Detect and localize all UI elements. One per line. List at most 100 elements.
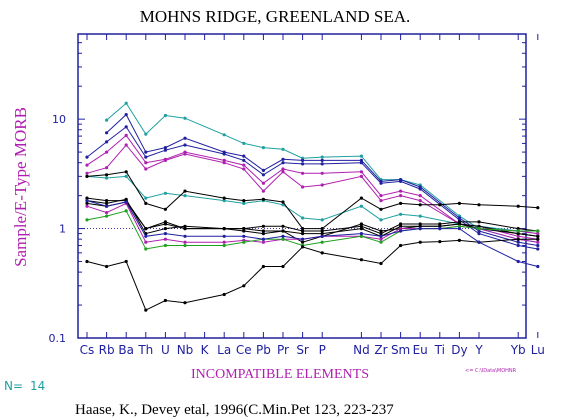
data-point [536, 206, 540, 210]
data-point [85, 204, 89, 208]
data-point [516, 204, 520, 208]
data-point [379, 199, 383, 203]
x-tick-label-y: Y [474, 343, 483, 357]
data-point [261, 181, 265, 185]
data-point [183, 189, 187, 193]
data-point [124, 259, 128, 264]
data-point [281, 161, 285, 165]
data-point [320, 171, 324, 175]
data-point [418, 187, 422, 191]
y-axis-label: Sample/E-Type MORB [11, 107, 30, 267]
y-tick-label: 1 [59, 223, 66, 236]
data-point [301, 237, 305, 241]
data-point [536, 264, 540, 269]
x-tick-label-nd: Nd [353, 343, 370, 357]
data-point [379, 234, 383, 238]
data-point [163, 232, 167, 236]
data-point [399, 194, 403, 198]
x-tick-label-th: Th [137, 343, 153, 357]
data-point [261, 240, 265, 244]
data-point [144, 227, 148, 231]
data-point [242, 227, 246, 231]
data-point [124, 197, 128, 201]
series-line [86, 171, 538, 230]
x-tick-label-yb: Yb [510, 343, 526, 357]
data-point [399, 224, 403, 228]
x-tick-label-nb: Nb [177, 343, 194, 357]
data-point [320, 251, 324, 255]
data-point [320, 240, 324, 244]
x-tick-label-rb: Rb [99, 343, 115, 357]
data-point [183, 227, 187, 231]
series-group [85, 101, 540, 312]
data-point [418, 199, 422, 203]
data-point [281, 234, 285, 238]
data-point [222, 292, 226, 297]
series-line [86, 134, 538, 243]
data-point [183, 152, 187, 156]
data-point [163, 237, 167, 241]
data-point [418, 194, 422, 198]
data-point [222, 243, 226, 248]
data-point [105, 201, 109, 205]
data-point [261, 264, 265, 269]
data-point [222, 133, 226, 137]
data-point [359, 170, 363, 174]
data-point [242, 154, 246, 158]
data-point [320, 234, 324, 238]
data-point [281, 264, 285, 269]
x-tick-label-la: La [217, 343, 231, 357]
data-point [183, 234, 187, 238]
data-point [261, 197, 265, 201]
data-point [359, 161, 363, 165]
y-tick-label: 0.1 [49, 332, 67, 345]
data-point [261, 168, 265, 172]
x-tick-label-sr: Sr [296, 343, 309, 357]
data-point [536, 229, 540, 233]
data-point [399, 229, 403, 233]
data-point [144, 247, 148, 251]
data-point [281, 170, 285, 174]
data-point [457, 224, 461, 228]
y-axis-ticks: 0.1 1 10 [49, 33, 526, 345]
data-point [477, 232, 481, 236]
data-point [242, 284, 246, 288]
data-point [242, 167, 246, 171]
data-point [85, 201, 89, 205]
x-tick-label-eu: Eu [413, 343, 428, 357]
data-point [301, 232, 305, 236]
data-point [242, 201, 246, 205]
data-point [536, 232, 540, 236]
data-point [516, 259, 520, 264]
data-point [359, 196, 363, 200]
data-point [438, 222, 442, 226]
chart-title: MOHNS RIDGE, GREENLAND SEA. [140, 7, 411, 26]
data-point [261, 237, 265, 241]
data-point [85, 174, 89, 178]
data-point [359, 154, 363, 158]
data-point [183, 301, 187, 305]
data-point [320, 229, 324, 233]
data-point [516, 227, 520, 231]
plot-frame [77, 33, 527, 339]
x-tick-label-p: P [319, 343, 326, 357]
data-point [359, 232, 363, 236]
data-point [438, 203, 442, 207]
data-point [85, 171, 89, 175]
data-point [457, 201, 461, 205]
sample-count-value: 14 [30, 379, 45, 393]
data-point [301, 185, 305, 189]
data-point [222, 196, 226, 200]
data-point [399, 212, 403, 216]
data-point [379, 232, 383, 236]
data-point [379, 181, 383, 185]
data-point [242, 199, 246, 203]
data-point [379, 194, 383, 198]
series-line [86, 144, 538, 240]
data-point [124, 125, 128, 129]
data-point [301, 245, 305, 249]
data-point [359, 234, 363, 238]
data-point [359, 227, 363, 231]
data-point [183, 143, 187, 147]
data-point [399, 201, 403, 205]
